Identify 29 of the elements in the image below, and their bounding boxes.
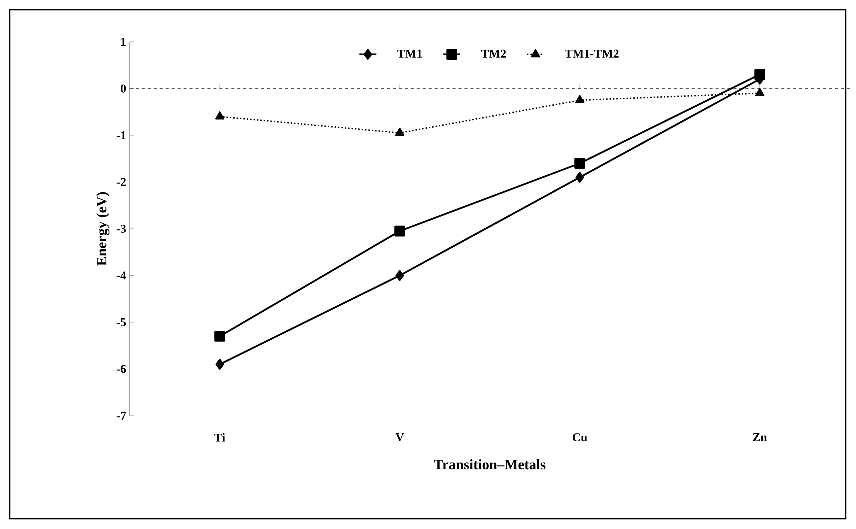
y-tick-label: -1 (116, 132, 126, 140)
point (216, 359, 224, 370)
point (214, 331, 226, 342)
y-tick-label: -5 (116, 318, 126, 326)
x-tick-label: Cu (572, 434, 588, 442)
y-tick-label: -4 (116, 272, 126, 280)
point (395, 128, 405, 136)
legend-label: TM1 (398, 50, 422, 58)
y-tick-label: -7 (116, 412, 126, 420)
x-tick-label: V (396, 434, 404, 442)
legend-label: TM2 (482, 50, 506, 58)
x-tick-label: Ti (214, 434, 226, 442)
point (575, 95, 585, 104)
point (396, 270, 404, 282)
legend-label: TM1-TM2 (565, 50, 619, 58)
point (215, 112, 225, 120)
y-tick-label: -3 (116, 224, 126, 233)
x-tick-label: Zn (753, 434, 768, 442)
point (394, 226, 406, 237)
point (574, 158, 586, 169)
point (754, 69, 766, 80)
x-axis-title: Transition–Metals (434, 460, 546, 470)
y-tick-label: -6 (116, 365, 126, 374)
y-tick-label: 0 (120, 84, 126, 93)
y-axis-title: Energy (eV) (96, 192, 110, 266)
point (576, 172, 584, 183)
y-tick-label: -2 (116, 178, 126, 186)
point (755, 88, 765, 96)
y-tick-label: 1 (121, 38, 126, 46)
